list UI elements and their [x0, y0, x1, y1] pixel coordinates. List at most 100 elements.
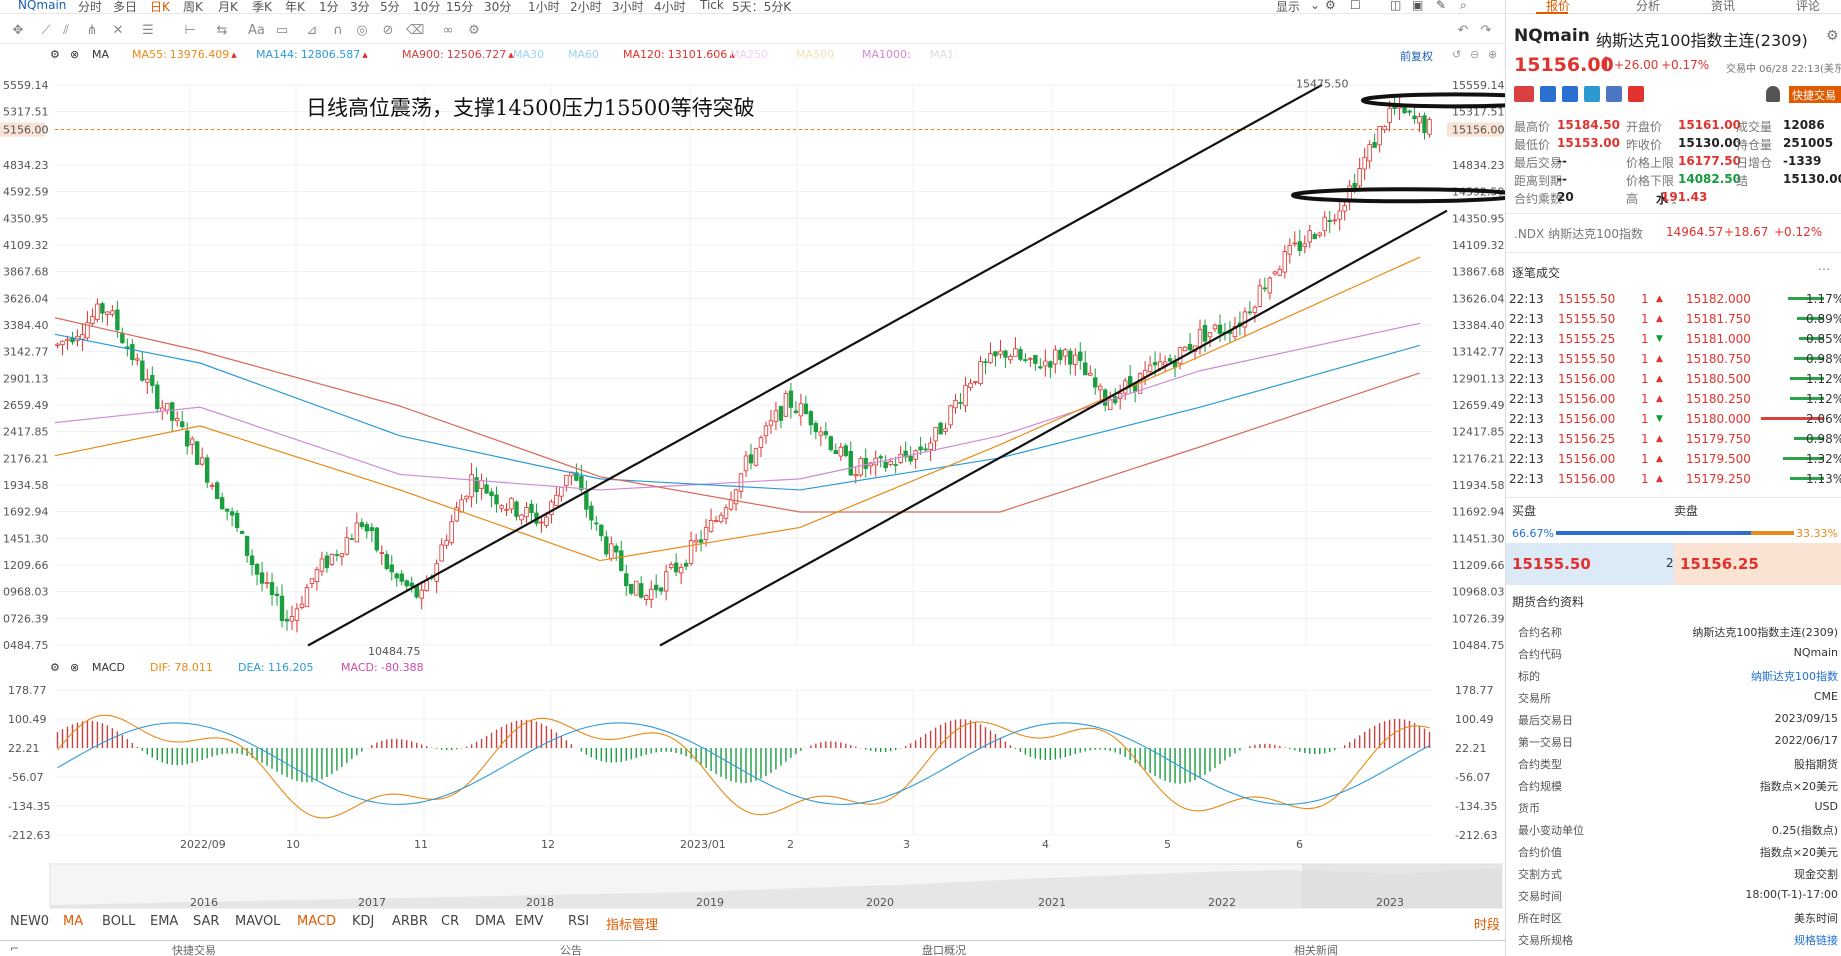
chart-icon[interactable]	[1540, 86, 1556, 102]
indicator-tab-EMA[interactable]: EMA	[150, 914, 179, 929]
display-chevron-icon[interactable]: ⌄	[1310, 0, 1321, 12]
macd-settings-icon[interactable]: ⚙	[50, 661, 60, 674]
tab-news[interactable]: 资讯	[1711, 0, 1736, 13]
fq-button[interactable]: 前复权	[1400, 50, 1433, 63]
arrows-icon[interactable]: ⇆	[216, 23, 228, 38]
move-icon[interactable]: ✥	[12, 23, 24, 38]
chart-annotation[interactable]: 日线高位震荡，支撑14500压力15500等待突破	[306, 96, 755, 120]
display-button[interactable]: 显示	[1276, 0, 1301, 14]
window-icon[interactable]: ☐	[1350, 0, 1361, 12]
note-icon[interactable]	[1606, 86, 1622, 102]
indicator-tab-EMV[interactable]: EMV	[515, 914, 544, 929]
period-tab-0[interactable]: 分时	[78, 0, 103, 14]
period-tab-18[interactable]: 5天：5分K	[732, 0, 792, 14]
fib-icon[interactable]: ☰	[142, 23, 154, 38]
indicator-tab-指标管理[interactable]: 指标管理	[606, 918, 659, 933]
ma-item-1[interactable]: MA144: 12806.587 ▴	[256, 48, 368, 61]
ruler-icon[interactable]: ⊿	[306, 23, 318, 38]
depth-row[interactable]: 15181.000 0.85%	[1506, 329, 1841, 349]
period-tab-1[interactable]: 多日	[113, 0, 138, 14]
fut-value[interactable]: 纳斯达克100指数	[1751, 670, 1838, 683]
status-tab-announce[interactable]: 公告	[560, 944, 582, 956]
lock-icon[interactable]: ⊘	[382, 23, 394, 38]
depth-row[interactable]: 15180.000 2.06%	[1506, 409, 1841, 429]
period-tab-6[interactable]: 年K	[285, 0, 305, 14]
period-tab-4[interactable]: 月K	[218, 0, 238, 14]
status-tab-overview[interactable]: 盘口概况	[922, 944, 966, 956]
indicator-tab-RSI[interactable]: RSI	[568, 914, 590, 929]
period-tab-3[interactable]: 周K	[183, 0, 203, 14]
redo-icon[interactable]: ↷	[1480, 23, 1492, 38]
indicator-tab-ARBR[interactable]: ARBR	[392, 914, 428, 929]
depth-row[interactable]: 15181.750 0.89%	[1506, 309, 1841, 329]
period-tab-14[interactable]: 2小时	[570, 0, 602, 14]
period-tab-15[interactable]: 3小时	[612, 0, 644, 14]
status-tab-news[interactable]: 相关新闻	[1294, 944, 1338, 956]
ma-item-9[interactable]: MA1:	[930, 48, 958, 61]
favorite-icon[interactable]	[1628, 86, 1644, 102]
period-tab-10[interactable]: 10分	[413, 0, 441, 14]
symbol-label[interactable]: NQmain	[18, 0, 67, 12]
indicator-tab-KDJ[interactable]: KDJ	[352, 914, 375, 929]
ma-item-3[interactable]: MA30	[513, 48, 544, 61]
text-icon[interactable]: Aa	[248, 23, 265, 38]
settings2-icon[interactable]: ⚙	[468, 23, 480, 38]
quick-trade-button[interactable]: 快捷交易	[1789, 86, 1841, 103]
ma-item-2[interactable]: MA900: 12506.727 ▴	[402, 48, 514, 61]
reset-icon[interactable]: ↺	[1452, 48, 1462, 61]
alert-icon[interactable]	[1562, 86, 1578, 102]
ndx-name[interactable]: .NDX 纳斯达克100指数	[1514, 227, 1643, 241]
undo-icon[interactable]: ↶	[1457, 23, 1469, 38]
magnet-icon[interactable]: ∩	[333, 23, 343, 38]
fullscreen-icon[interactable]: ▣	[1412, 0, 1424, 12]
draw-line-icon[interactable]: ⟋	[41, 23, 51, 38]
ma-close-icon[interactable]: ⊗	[70, 48, 80, 61]
indicator-tab-DMA[interactable]: DMA	[475, 914, 506, 929]
period-tab-11[interactable]: 15分	[446, 0, 474, 14]
eye-icon[interactable]: ◎	[356, 23, 368, 38]
macd-close-icon[interactable]: ⊗	[70, 661, 80, 674]
flag-icon[interactable]	[1514, 86, 1534, 102]
zoom-in-icon[interactable]: ⊕	[1488, 48, 1498, 61]
xabcd-icon[interactable]: ✕	[112, 23, 124, 38]
bid-box[interactable]	[1506, 543, 1674, 585]
link-icon[interactable]: ∞	[442, 23, 454, 38]
period-tab-16[interactable]: 4小时	[654, 0, 686, 14]
bell-icon[interactable]	[1766, 86, 1780, 102]
period-tab-9[interactable]: 5分	[380, 0, 400, 14]
depth-row[interactable]: 15179.500 1.32%	[1506, 449, 1841, 469]
zoom-out-icon[interactable]: ⊖	[1470, 48, 1480, 61]
ma-item-0[interactable]: MA55: 13976.409 ▴	[132, 48, 237, 61]
ma-item-5[interactable]: MA120: 13101.606 ▴	[623, 48, 735, 61]
ma-item-8[interactable]: MA1000:	[862, 48, 911, 61]
time-tab[interactable]: 时段	[1474, 918, 1501, 933]
depth-row[interactable]: 15182.000 1.17%	[1506, 289, 1841, 309]
fut-value[interactable]: 规格链接	[1794, 934, 1838, 947]
kline-chart[interactable]: 5559.14 15559.14 5317.51 15317.51 5156.00 151…	[0, 0, 1505, 956]
indicator-tab-MA[interactable]: MA	[63, 914, 84, 929]
search-icon[interactable]: ⌕	[1460, 0, 1467, 12]
ma-settings-icon[interactable]: ⚙	[50, 48, 60, 61]
indicator-tab-MACD[interactable]: MACD	[297, 914, 336, 929]
period-tab-5[interactable]: 季K	[252, 0, 272, 14]
depth-row[interactable]: 15179.250 1.13%	[1506, 469, 1841, 489]
ask-box[interactable]	[1674, 543, 1841, 585]
period-tab-2[interactable]: 日K	[150, 0, 170, 14]
pen-icon[interactable]: ✎	[1436, 0, 1447, 12]
depth-row[interactable]: 15180.250 1.12%	[1506, 389, 1841, 409]
indicator-tab-SAR[interactable]: SAR	[193, 914, 220, 929]
indicator-tab-CR[interactable]: CR	[441, 914, 460, 929]
tab-quote[interactable]: 报价	[1546, 0, 1571, 13]
indicator-tab-BOLL[interactable]: BOLL	[102, 914, 136, 929]
indicator-tab-NEW0[interactable]: NEW0	[10, 914, 50, 929]
fib-extension-icon[interactable]: ⊢	[184, 23, 196, 38]
period-tab-12[interactable]: 30分	[484, 0, 512, 14]
ticks-more-icon[interactable]: ⋯	[1818, 262, 1830, 276]
tab-comments[interactable]: 评论	[1796, 0, 1821, 13]
tab-analysis[interactable]: 分析	[1636, 0, 1661, 13]
depth-row[interactable]: 15179.750 0.98%	[1506, 429, 1841, 449]
status-tab-quick-trade[interactable]: 快捷交易	[172, 944, 216, 956]
ma-item-7[interactable]: MA500	[796, 48, 834, 61]
ray-icon[interactable]: ⫽	[63, 23, 69, 38]
trash-icon[interactable]: ⌫	[406, 23, 425, 38]
